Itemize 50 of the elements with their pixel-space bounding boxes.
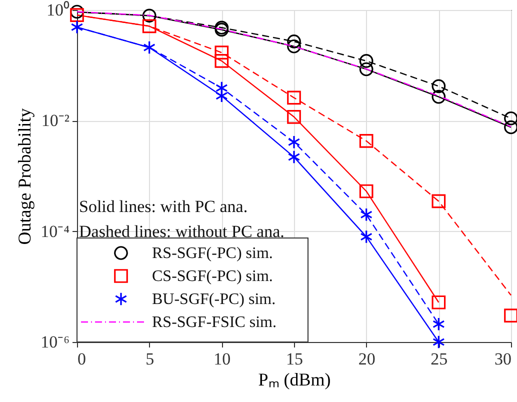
point (214, 54, 229, 68)
point (359, 62, 374, 76)
y-tick-label: 10⁰ (46, 0, 70, 20)
point (70, 4, 84, 19)
annotation: Dashed lines: without PC ana. (79, 222, 284, 241)
point (142, 19, 156, 34)
y-axis-title: Outage Probability (14, 108, 35, 245)
x-axis-title: Pₘ (dBm) (258, 370, 331, 390)
legend-label: BU-SGF(-PC) sim. (152, 291, 276, 308)
point (359, 54, 374, 68)
point (432, 317, 445, 332)
y-tick-label: 10⁻⁴ (40, 222, 70, 241)
point (287, 90, 301, 105)
point (432, 90, 446, 104)
point (287, 110, 301, 124)
point (432, 335, 445, 349)
point (504, 120, 517, 134)
legend-label: RS-SGF-FSIC sim. (152, 314, 276, 331)
point (504, 308, 517, 323)
legend-label: RS-SGF(-PC) sim. (152, 245, 273, 262)
y-tick-label: 10⁻⁶ (40, 332, 70, 352)
x-tick-label: 5 (146, 350, 154, 368)
annotation: Solid lines: with PC ana. (79, 197, 248, 216)
point (359, 184, 374, 198)
point (287, 39, 301, 54)
point (142, 8, 156, 23)
point (432, 194, 446, 208)
point (70, 8, 84, 22)
point (214, 46, 229, 60)
point (288, 135, 300, 150)
x-tick-label: 10 (214, 350, 231, 368)
point (359, 134, 374, 148)
point (432, 295, 446, 310)
point (360, 208, 372, 222)
legend-label: CS-SGF(-PC) sim. (152, 268, 273, 285)
point (432, 79, 446, 94)
x-tick-label: 30 (494, 350, 512, 368)
point (143, 40, 156, 54)
point (216, 89, 228, 103)
x-tick-label: 15 (286, 350, 303, 368)
point (360, 230, 372, 244)
point (288, 150, 300, 164)
point (504, 111, 517, 126)
y-tick-label: 10⁻² (41, 111, 70, 130)
point (216, 81, 228, 95)
x-tick-label: 20 (358, 350, 376, 368)
x-tick-label: 0 (78, 350, 86, 368)
x-tick-label: 25 (430, 350, 448, 368)
point (70, 20, 84, 34)
point (287, 34, 301, 48)
